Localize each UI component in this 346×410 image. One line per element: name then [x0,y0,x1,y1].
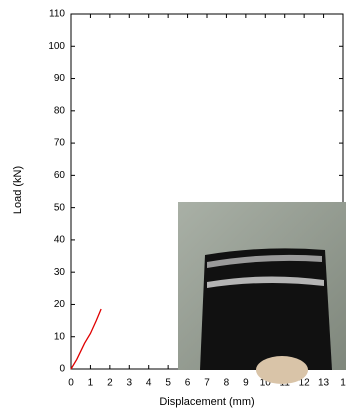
y-tick-label: 30 [54,267,66,278]
y-tick-label: 70 [54,138,66,149]
x-axis-label: Displacement (mm) [159,396,254,408]
x-tick-label: 13 [318,378,330,389]
photo-inset [178,202,346,384]
x-tick-label: 9 [243,378,249,389]
x-tick-label: 3 [127,378,133,389]
y-tick-label: 0 [59,364,65,375]
x-tick-label: 8 [224,378,230,389]
y-tick-label: 40 [54,235,66,246]
y-tick-label: 50 [54,202,66,213]
y-tick-label: 60 [54,170,66,181]
y-tick-label: 80 [54,105,66,116]
data-line [71,309,101,369]
y-tick-label: 10 [54,331,66,342]
y-tick-label: 90 [54,73,66,84]
x-tick-label: 1 [340,378,346,389]
photo-object [200,248,332,370]
y-axis-label: Load (kN) [12,166,24,214]
y-tick-label: 20 [54,299,66,310]
x-tick-label: 6 [185,378,191,389]
x-tick-label: 7 [204,378,210,389]
y-tick-label: 110 [49,9,65,20]
x-tick-label: 0 [68,378,74,389]
x-tick-label: 5 [165,378,171,389]
photo-finger [256,356,308,384]
x-tick-label: 2 [107,378,113,389]
chart: 0102030405060708090100110012345678910111… [0,0,346,410]
y-tick-label: 100 [48,41,65,52]
x-tick-label: 1 [88,378,94,389]
x-tick-label: 4 [146,378,152,389]
